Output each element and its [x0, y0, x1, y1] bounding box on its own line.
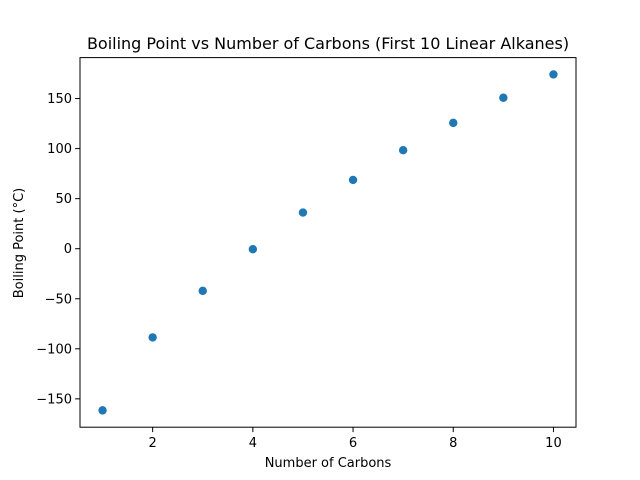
data-point	[148, 333, 157, 342]
y-tick-label: −150	[36, 392, 72, 407]
x-tick-label: 4	[249, 436, 257, 451]
y-tick-label: 150	[47, 92, 72, 107]
x-axis-label: Number of Carbons	[265, 456, 392, 471]
data-point	[398, 146, 408, 155]
y-axis-label: Boiling Point (°C)	[12, 188, 27, 298]
y-axis: −150 −100 −50 0 50 100 150	[36, 92, 80, 407]
data-point	[198, 286, 207, 296]
x-tick-label: 10	[545, 436, 562, 451]
y-tick-label: 0	[64, 242, 72, 257]
x-axis: 2 4 6 8 10	[149, 427, 562, 451]
x-tick-label: 6	[349, 436, 357, 451]
data-point	[549, 70, 558, 79]
x-tick-label: 8	[449, 436, 457, 451]
data-point	[298, 208, 308, 217]
y-tick-label: −50	[45, 292, 72, 307]
y-tick-label: 100	[47, 142, 72, 157]
plot-area	[98, 70, 558, 415]
axes-frame	[79, 57, 577, 428]
data-point	[499, 93, 508, 102]
data-point	[449, 118, 458, 128]
y-tick-label: 50	[55, 192, 72, 207]
x-tick-label: 2	[149, 436, 157, 451]
data-point	[348, 175, 358, 185]
chart-title: Boiling Point vs Number of Carbons (Firs…	[87, 34, 569, 53]
y-tick-label: −100	[36, 342, 72, 357]
data-point	[248, 245, 258, 254]
data-point	[98, 406, 107, 415]
